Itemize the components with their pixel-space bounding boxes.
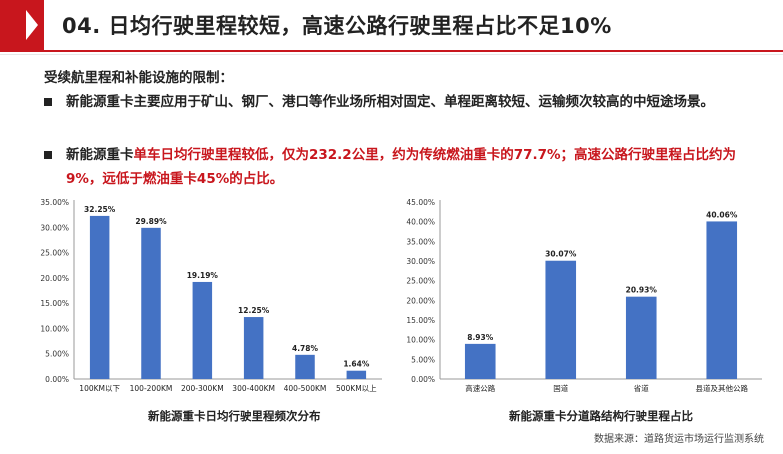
x-tick-label: 400-500KM	[284, 384, 327, 393]
bullet-text: 新能源重卡单车日均行驶里程较低，仅为232.2公里，约为传统燃油重卡的77.7%…	[44, 143, 766, 191]
bar	[464, 343, 496, 379]
bullet-prefix: 新能源重卡	[66, 147, 134, 163]
x-tick-label: 100-200KM	[130, 384, 173, 393]
data-label: 1.64%	[343, 360, 370, 369]
square-bullet-icon	[44, 151, 52, 159]
bullet-item-mileage: 新能源重卡单车日均行驶里程较低，仅为232.2公里，约为传统燃油重卡的77.7%…	[44, 143, 766, 191]
data-label: 19.19%	[187, 271, 219, 280]
bar	[141, 227, 161, 379]
x-tick-label: 100KM以下	[79, 384, 120, 393]
data-label: 32.25%	[84, 205, 116, 214]
bar	[346, 370, 367, 379]
bar	[706, 221, 738, 379]
y-tick-label: 15.00%	[40, 299, 69, 308]
intro-text: 受续航里程和补能设施的限制：	[44, 70, 233, 86]
y-tick-label: 45.00%	[406, 198, 435, 207]
y-tick-label: 0.00%	[411, 375, 435, 384]
square-bullet-icon	[44, 98, 52, 106]
header-divider-light	[0, 54, 783, 55]
x-tick-label: 县道及其他公路	[696, 383, 749, 393]
x-tick-label: 300-400KM	[232, 384, 275, 393]
y-tick-label: 5.00%	[45, 350, 69, 359]
y-tick-label: 30.00%	[40, 223, 69, 232]
y-tick-label: 25.00%	[40, 249, 69, 258]
bullet-text: 新能源重卡主要应用于矿山、钢厂、港口等作业场所相对固定、单程距离较短、运输频次较…	[66, 94, 714, 110]
y-tick-label: 40.00%	[406, 218, 435, 227]
y-tick-label: 35.00%	[40, 198, 69, 207]
bar	[243, 317, 264, 379]
x-tick-label: 高速公路	[465, 383, 495, 393]
header-divider	[0, 50, 783, 52]
y-tick-label: 20.00%	[406, 296, 435, 305]
x-tick-label: 200-300KM	[181, 384, 224, 393]
x-tick-label: 省道	[634, 383, 649, 393]
chart-road-type-mileage-share: 0.00% 5.00% 10.00% 15.00% 20.00% 25.00% 30.00%…	[406, 198, 762, 393]
bullet-item-application: 新能源重卡主要应用于矿山、钢厂、港口等作业场所相对固定、单程距离较短、运输频次较…	[44, 90, 766, 114]
y-tick-label: 30.00%	[406, 257, 435, 266]
bar	[192, 281, 213, 379]
bar	[89, 215, 110, 379]
chart-daily-mileage-distribution: 0.00% 5.00% 10.00% 15.00% 20.00% 25.00% 30.00%…	[40, 198, 382, 393]
source-note: 数据来源：道路货运市场运行监测系统	[594, 434, 764, 445]
data-label: 30.07%	[545, 250, 577, 259]
bar	[295, 354, 315, 379]
y-tick-label: 10.00%	[406, 336, 435, 345]
data-label: 4.78%	[292, 344, 319, 353]
header-accent-arrow	[0, 0, 44, 50]
bar	[545, 260, 577, 379]
y-tick-label: 5.00%	[411, 355, 435, 364]
data-label: 20.93%	[626, 286, 658, 295]
x-tick-label: 国道	[553, 383, 568, 393]
data-label: 40.06%	[706, 210, 738, 219]
data-label: 29.89%	[135, 217, 167, 226]
chart-title: 新能源重卡日均行驶里程频次分布	[148, 409, 321, 423]
bar	[625, 296, 657, 379]
chart-title: 新能源重卡分道路结构行驶里程占比	[509, 409, 693, 423]
bullet-highlight: 单车日均行驶里程较低，仅为232.2公里，约为传统燃油重卡的77.7%；高速公路…	[66, 147, 737, 187]
y-tick-label: 25.00%	[406, 277, 435, 286]
y-tick-label: 20.00%	[40, 274, 69, 283]
data-label: 8.93%	[467, 333, 494, 342]
y-tick-label: 10.00%	[40, 324, 69, 333]
y-tick-label: 15.00%	[406, 316, 435, 325]
y-tick-label: 35.00%	[406, 237, 435, 246]
x-tick-label: 500KM以上	[336, 384, 377, 393]
page-title: 04. 日均行驶里程较短，高速公路行驶里程占比不足10%	[62, 14, 612, 38]
data-label: 12.25%	[238, 306, 270, 315]
y-tick-label: 0.00%	[45, 375, 69, 384]
